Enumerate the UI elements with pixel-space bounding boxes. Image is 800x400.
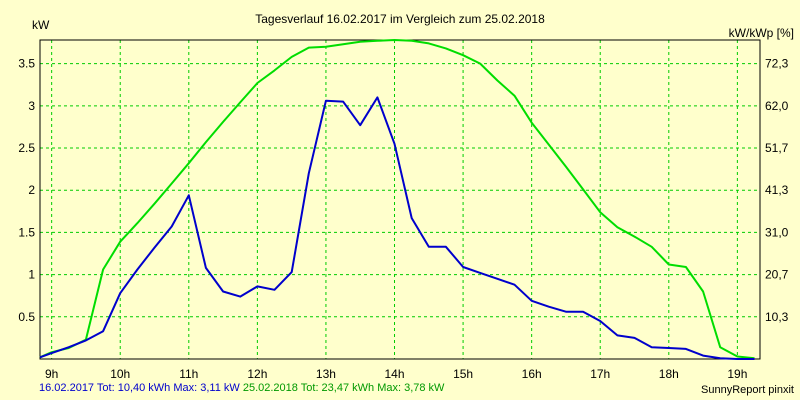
y-right-tick-label: 20,7 — [765, 268, 789, 282]
y-tick-label: 3.5 — [18, 57, 35, 71]
footer-series-1-stats: Tot: 10,40 kWh Max: 3,11 kW — [96, 382, 240, 394]
y-tick-label: 1 — [28, 268, 35, 282]
y-right-tick-label: 31,0 — [765, 225, 789, 239]
x-tick-label: 12h — [247, 367, 267, 381]
plot-frame — [39, 39, 761, 360]
series-2-line — [39, 39, 755, 360]
y-right-tick-label: 62,0 — [765, 99, 789, 113]
y-right-tick-label: 72,3 — [765, 57, 789, 71]
grid-lines — [40, 40, 760, 359]
footer-series-2-stats: Tot: 23,47 kWh Max: 3,78 kW — [300, 382, 445, 394]
footer-series-1: 16.02.2017 Tot: 10,40 kWh Max: 3,11 kW 2… — [39, 382, 444, 394]
y-right-tick-label: 10,3 — [765, 310, 789, 324]
x-tick-label: 18h — [659, 367, 679, 381]
x-tick-label: 16h — [522, 367, 542, 381]
y-tick-label: 1.5 — [18, 225, 35, 239]
right-axis-label: kW/kWp [%] — [729, 26, 794, 40]
right-y-axis: 10,3 20,7 31,0 41,3 51,7 62,0 72,3 — [765, 57, 789, 324]
x-tick-label: 10h — [110, 367, 130, 381]
y-right-tick-label: 51,7 — [765, 141, 789, 155]
y-tick-label: 3 — [28, 99, 35, 113]
chart-title: Tagesverlauf 16.02.2017 im Vergleich zum… — [255, 12, 545, 26]
x-axis: 9h 10h 11h 12h 13h 14h 15h 16h 17h 18h 19h — [45, 367, 747, 381]
left-axis-label: kW — [32, 18, 50, 32]
x-tick-label: 9h — [45, 367, 58, 381]
left-y-axis: 0.5 1 1.5 2 2.5 3 3.5 — [18, 57, 35, 324]
series-lines — [39, 39, 755, 360]
x-tick-label: 17h — [590, 367, 610, 381]
y-tick-label: 0.5 — [18, 310, 35, 324]
x-tick-label: 13h — [316, 367, 336, 381]
series-1-line — [39, 96, 755, 360]
footer-series-2-date: 25.02.2018 — [242, 382, 298, 394]
footer-credit: SunnyReport pinxit — [701, 384, 794, 396]
x-tick-label: 15h — [453, 367, 473, 381]
y-tick-label: 2 — [28, 183, 35, 197]
x-tick-label: 14h — [384, 367, 404, 381]
footer-series-1-date: 16.02.2017 — [39, 382, 95, 394]
y-tick-label: 2.5 — [18, 141, 35, 155]
x-tick-label: 11h — [179, 367, 198, 381]
x-tick-label: 19h — [727, 367, 747, 381]
y-right-tick-label: 41,3 — [765, 183, 789, 197]
